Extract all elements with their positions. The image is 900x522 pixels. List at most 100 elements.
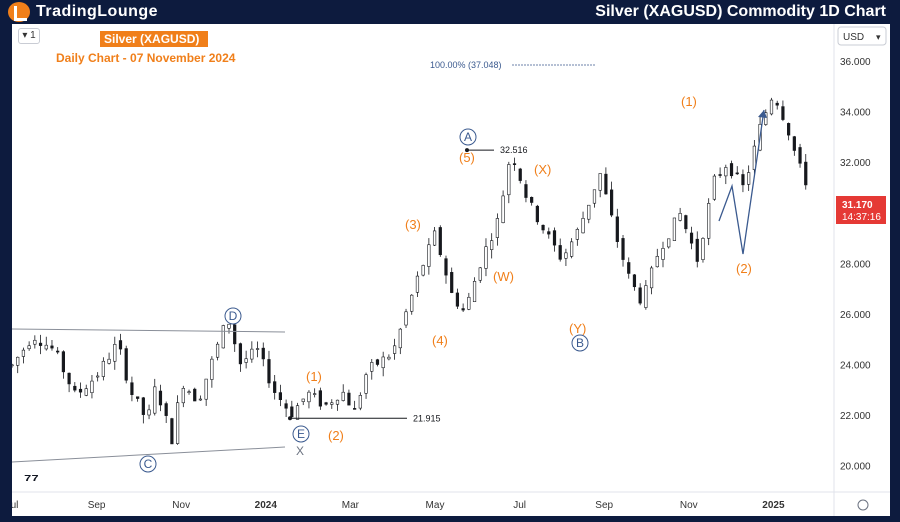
wave-label-2-minor: (2): [328, 428, 344, 443]
candle: [404, 308, 408, 329]
candle: [541, 224, 545, 234]
candle: [370, 358, 374, 380]
candle: [193, 387, 197, 402]
circled-wave-labels: A B C D E: [139, 128, 589, 473]
candle: [455, 288, 460, 309]
circle-d-marker: [224, 307, 242, 325]
circle-b-marker: [571, 334, 589, 352]
candle: [752, 140, 756, 175]
candle: [632, 273, 637, 291]
candle: [244, 350, 248, 369]
candle: [56, 347, 60, 355]
candle: [427, 238, 431, 275]
candle: [398, 327, 402, 355]
x-tick-label: May: [426, 500, 445, 511]
price-level-marker: [288, 416, 292, 421]
candle: [798, 143, 802, 168]
candle: [21, 347, 26, 364]
bar-countdown: 14:37:16: [842, 212, 881, 223]
candle: [255, 341, 260, 358]
candle: [581, 211, 585, 234]
y-tick-label: 26.000: [840, 310, 871, 321]
candle: [164, 401, 168, 423]
candle: [12, 363, 14, 368]
candle: [181, 385, 185, 408]
wave-label-1-major: (1): [681, 94, 697, 109]
candle: [101, 357, 105, 381]
candle: [387, 354, 391, 361]
candle: [330, 399, 334, 409]
wave-label-e: E: [297, 427, 305, 441]
candle: [113, 336, 117, 370]
wave-projection-path: [718, 109, 765, 255]
candle: [233, 319, 237, 352]
candle: [501, 190, 505, 224]
candle: [107, 352, 111, 365]
price-chart[interactable]: 20.00022.00024.00026.00028.00030.00032.0…: [12, 24, 890, 516]
candle: [729, 160, 734, 179]
candle: [792, 135, 796, 156]
candle: [547, 227, 551, 239]
candle: [575, 227, 579, 246]
wave-label-b: B: [576, 336, 584, 350]
candle: [67, 372, 71, 393]
candle: [393, 338, 397, 360]
candle: [432, 226, 437, 246]
candle: [661, 241, 665, 268]
candle: [735, 166, 739, 175]
price-level-label: 21.915: [413, 413, 441, 423]
candle: [598, 173, 602, 198]
interval-selector[interactable]: ▾ 1: [18, 28, 40, 44]
candle: [176, 395, 180, 445]
candle: [558, 238, 562, 262]
candle: [261, 342, 265, 367]
price-levels: 32.516 21.915: [288, 145, 528, 423]
candle: [552, 227, 557, 252]
candle: [318, 387, 322, 410]
header-bar: TradingLounge Silver (XAGUSD) Commodity …: [0, 0, 900, 24]
triangle-upper-line: [12, 328, 286, 333]
x-tick-label: Sep: [88, 500, 106, 511]
price-level-marker: [465, 148, 469, 153]
candle: [198, 395, 203, 401]
wave-label-a: A: [464, 130, 472, 144]
candle: [518, 167, 522, 184]
candle: [130, 376, 134, 402]
brand-name: TradingLounge: [36, 3, 159, 20]
candle: [695, 231, 699, 268]
chart-panel[interactable]: ▾ 1 20.00022.00024.00026.00028.00030.000…: [12, 24, 890, 516]
candle: [335, 399, 340, 411]
candle: [341, 384, 345, 402]
candle: [564, 248, 568, 266]
chevron-down-icon: ▾: [22, 30, 28, 41]
candle: [90, 375, 94, 399]
candle: [615, 208, 619, 248]
currency-label: USD: [843, 32, 864, 43]
candle: [787, 122, 791, 141]
brand-logo: TradingLounge: [8, 2, 158, 22]
gear-icon[interactable]: [857, 499, 869, 511]
candle: [747, 165, 751, 191]
candle: [278, 384, 282, 407]
x-tick-label: Jul: [513, 500, 526, 511]
candle: [250, 341, 254, 363]
wave-label-1-minor: (1): [306, 369, 322, 384]
projection-arrowhead: [758, 110, 767, 118]
candle: [421, 264, 425, 277]
y-tick-label: 36.000: [840, 57, 871, 68]
candle: [592, 189, 597, 208]
candle: [358, 392, 362, 411]
candle: [472, 277, 477, 303]
currency-selector[interactable]: [837, 26, 887, 46]
candle: [444, 255, 448, 284]
candle: [804, 154, 808, 190]
x-tick-label: Sep: [595, 500, 613, 511]
candle: [84, 384, 88, 397]
candle: [44, 336, 48, 351]
candle: [689, 226, 694, 250]
candle: [273, 375, 277, 400]
x-axis-ticks: Jul Sep Nov 2024 Mar May Jul Sep Nov 2025: [12, 500, 785, 511]
candle: [147, 404, 151, 420]
candle: [535, 204, 539, 225]
candle: [221, 324, 225, 349]
